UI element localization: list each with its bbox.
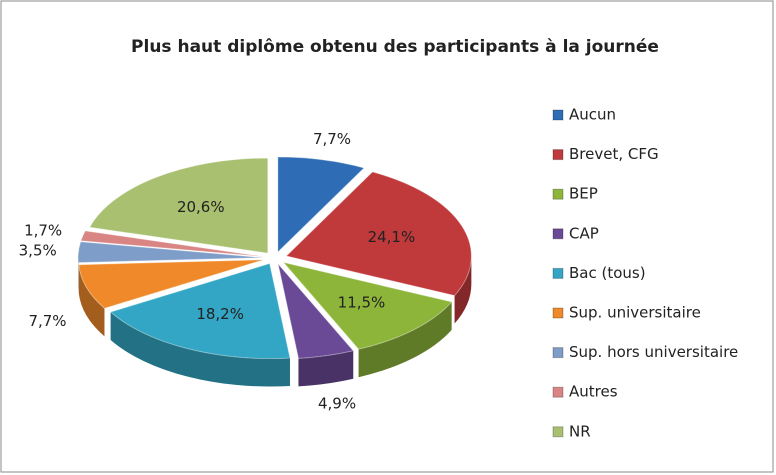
slice: [77, 241, 264, 264]
value-label: 18,2%: [196, 305, 244, 323]
slice-side: [454, 256, 472, 324]
legend-swatch: [552, 386, 564, 398]
slice: [78, 259, 264, 309]
value-label: 1,7%: [24, 222, 62, 240]
legend-label: Sup. hors universitaire: [569, 343, 738, 361]
value-label: 4,9%: [318, 394, 356, 412]
legend-swatch: [552, 426, 564, 438]
legend-label: CAP: [569, 224, 599, 242]
legend-swatch: [552, 188, 564, 200]
legend-label: Sup. universitaire: [569, 304, 701, 322]
value-label: 3,5%: [19, 241, 57, 259]
slice: [88, 157, 269, 254]
legend-label: BEP: [569, 185, 598, 203]
legend-swatch: [552, 347, 564, 359]
legend-swatch: [552, 307, 564, 319]
legend-swatch: [552, 228, 564, 240]
legend-label: Brevet, CFG: [569, 145, 659, 163]
slice: [285, 171, 472, 297]
slice: [80, 230, 264, 258]
slice: [282, 261, 453, 350]
slice: [277, 263, 355, 359]
slice-sides: [78, 256, 472, 387]
legend-label: NR: [569, 422, 591, 440]
value-label: 7,7%: [313, 130, 351, 148]
value-label: 7,7%: [28, 312, 66, 330]
value-label: 20,6%: [177, 198, 225, 216]
slice: [277, 156, 365, 254]
legend-label: Bac (tous): [569, 264, 646, 282]
legend-label: Autres: [569, 383, 618, 401]
legend-swatch: [552, 149, 564, 161]
legend-swatch: [552, 267, 564, 279]
legend-label: Aucun: [569, 106, 616, 124]
slice-side: [110, 312, 290, 387]
slice-side: [298, 350, 354, 387]
value-label: 24,1%: [368, 228, 416, 246]
slice: [109, 262, 291, 360]
value-label: 11,5%: [338, 293, 386, 311]
chart-title: Plus haut diplôme obtenu des participant…: [131, 37, 659, 57]
legend-swatch: [552, 109, 564, 121]
slice-tops: [77, 156, 472, 360]
slice-side: [78, 264, 105, 337]
slice-side: [358, 301, 452, 378]
